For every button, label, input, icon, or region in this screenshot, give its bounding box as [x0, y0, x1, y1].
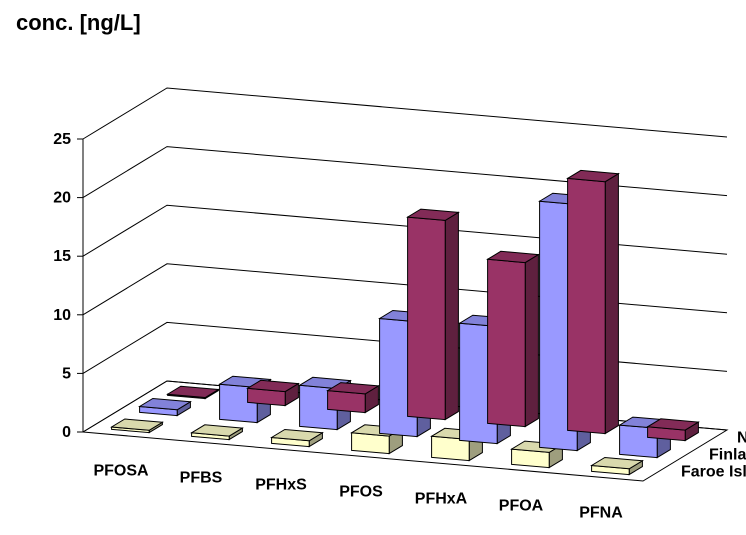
- category-labels: PFOSA PFBS PFHxS PFOS PFHxA PFOA PFNA: [93, 463, 623, 522]
- bar-faroe-islands-pfhxs: [270, 428, 324, 448]
- bar-norway-pfosa: [166, 385, 220, 400]
- bar-faroe-islands-pfna: [590, 456, 644, 476]
- y-tick-label: 10: [53, 307, 71, 324]
- bar-finland-pfosa: [138, 397, 192, 417]
- bar-side: [524, 253, 539, 428]
- bar-top: [166, 385, 220, 399]
- bar-norway-pfna: [646, 418, 700, 442]
- series-label: Norway: [737, 430, 746, 447]
- bar-norway-pfoa: [566, 169, 620, 435]
- bar-norway-pfhxs: [326, 382, 380, 414]
- gridline: [82, 146, 728, 199]
- bar-top: [590, 456, 644, 470]
- bar-side: [604, 172, 619, 435]
- category-label: PFHxS: [255, 477, 307, 494]
- bar-faroe-islands-pfbs: [190, 424, 244, 441]
- bar-top: [406, 208, 460, 221]
- category-label: PFNA: [579, 505, 623, 522]
- bar-top: [270, 428, 324, 442]
- bar-norway-pfos: [406, 208, 460, 421]
- series-label: Faroe Islands: [681, 464, 746, 481]
- y-tick-label: 15: [53, 248, 71, 265]
- series-labels: NorwayFinlandFaroe Islands: [681, 430, 746, 481]
- category-label: PFOA: [499, 498, 544, 515]
- bar-front: [487, 258, 526, 428]
- bar-top: [138, 397, 192, 411]
- bar-top: [326, 382, 380, 395]
- y-tick-label: 0: [62, 424, 71, 441]
- gridline: [82, 204, 728, 257]
- gridline: [82, 87, 728, 140]
- bar-top: [566, 169, 620, 183]
- y-tick-label: 5: [62, 365, 71, 382]
- y-axis-title: conc. [ng/L]: [16, 10, 141, 35]
- bar-top: [110, 418, 164, 431]
- series-label: Finland: [709, 447, 746, 464]
- bar-top: [190, 424, 244, 437]
- bar-top: [646, 418, 700, 431]
- bar-front: [567, 177, 606, 435]
- bar-top: [486, 250, 540, 264]
- bar-side: [444, 211, 459, 421]
- gridline: [82, 263, 728, 316]
- y-tick-labels: 0 5 10 15 20 25: [53, 131, 71, 441]
- bar-norway-pfbs: [246, 379, 300, 407]
- y-tick-label: 25: [53, 131, 71, 148]
- y-tick-label: 20: [53, 190, 71, 207]
- bar-norway-pfhxa: [486, 250, 540, 428]
- category-label: PFOSA: [93, 463, 149, 480]
- category-label: PFBS: [180, 470, 223, 487]
- category-label: PFHxA: [415, 491, 468, 508]
- bar-top: [246, 379, 300, 393]
- bar-faroe-islands-pfosa: [110, 418, 164, 434]
- category-label: PFOS: [339, 484, 383, 501]
- bar-front: [407, 216, 446, 421]
- bars: [110, 169, 700, 476]
